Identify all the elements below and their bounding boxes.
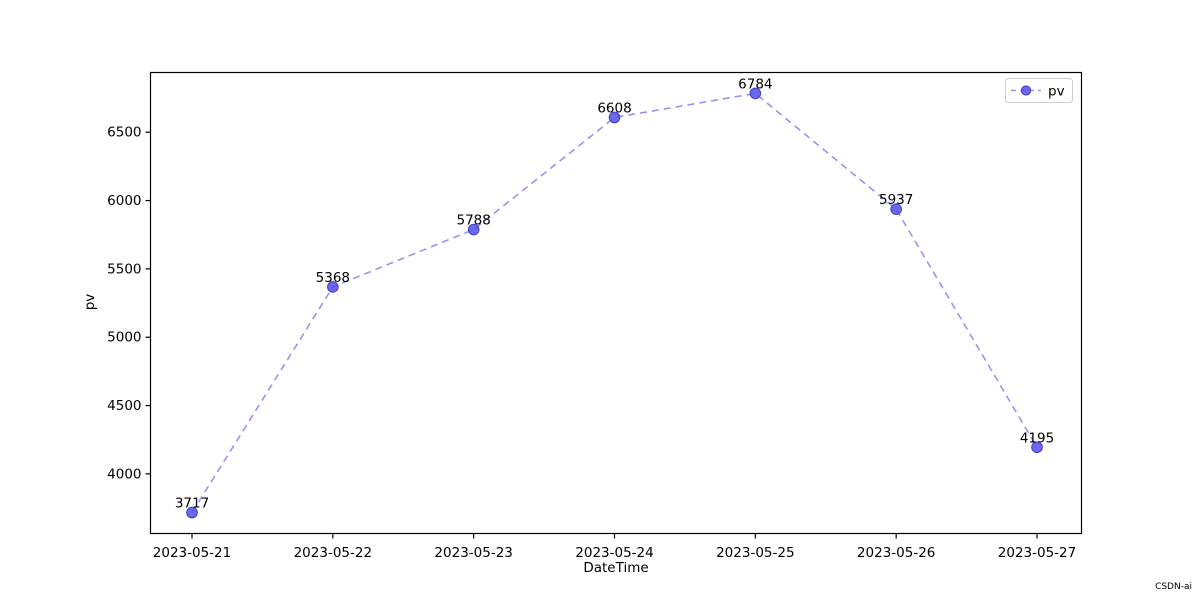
- x-tick-label: 2023-05-25: [716, 545, 794, 561]
- plot-area: [149, 71, 1083, 535]
- pv-series: [186, 87, 1043, 519]
- y-tick-label: 4000: [107, 466, 141, 482]
- y-tick-label: 6500: [107, 125, 141, 141]
- x-tick-label: 2023-05-23: [434, 545, 512, 561]
- y-tick-label: 6000: [107, 193, 141, 209]
- data-point: [1031, 441, 1043, 454]
- data-point-label: 6608: [597, 100, 631, 116]
- pv-line: [191, 92, 1038, 514]
- data-point: [467, 223, 480, 236]
- y-tick-label: 5500: [107, 261, 141, 277]
- data-point-label: 5368: [316, 270, 350, 286]
- legend-marker-icon: [1020, 85, 1032, 96]
- data-point: [186, 506, 198, 519]
- data-point-label: 4195: [1020, 430, 1054, 446]
- x-axis-ticks: 2023-05-21 2023-05-22 2023-05-23 2023-05-24…: [153, 533, 1076, 561]
- x-tick-label: 2023-05-21: [153, 545, 231, 561]
- y-tick-label: 4500: [107, 398, 141, 414]
- y-axis-ticks: 4000 4500 5000 5500 6000 6500: [107, 125, 151, 482]
- x-axis-title: DateTime: [583, 560, 648, 576]
- legend: pv: [1005, 78, 1073, 103]
- data-point-label: 3717: [175, 496, 209, 512]
- data-point-label: 6784: [738, 76, 772, 92]
- data-point: [749, 87, 762, 100]
- x-tick-label: 2023-05-26: [857, 545, 935, 561]
- watermark: CSDN-ai: [1155, 582, 1192, 592]
- data-point: [890, 203, 902, 215]
- data-labels: 3717 5368 5788 6608 6784 5937 4195: [175, 76, 1054, 511]
- x-tick-label: 2023-05-24: [575, 545, 653, 561]
- data-point-label: 5788: [456, 213, 490, 229]
- y-axis-title: pv: [82, 294, 98, 311]
- data-point: [608, 111, 621, 124]
- data-point: [327, 281, 339, 293]
- data-point-label: 5937: [879, 192, 913, 208]
- x-tick-label: 2023-05-27: [998, 545, 1076, 561]
- x-tick-label: 2023-05-22: [294, 545, 372, 561]
- y-tick-label: 5000: [107, 330, 141, 346]
- legend-label-pv: pv: [1048, 84, 1065, 100]
